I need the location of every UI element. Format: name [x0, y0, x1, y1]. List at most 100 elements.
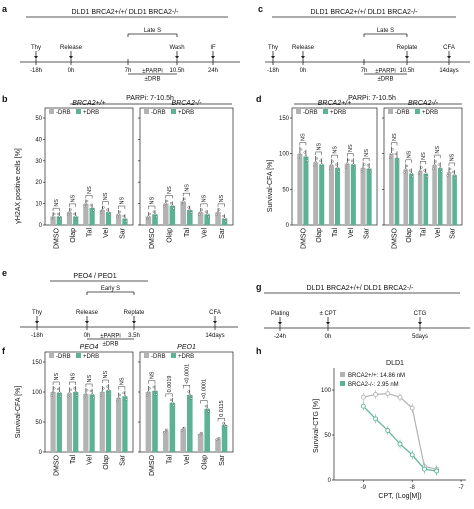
category-label: Tal — [332, 228, 339, 237]
timeline-event-label: Release — [292, 45, 315, 51]
replicate-dot — [319, 159, 322, 162]
chart-h-title: DLD1 — [386, 360, 404, 367]
replicate-dot — [188, 393, 191, 397]
timeline-event-label: Release — [76, 310, 99, 316]
category-label: Tal — [184, 228, 191, 237]
significance-label: NS — [54, 373, 60, 381]
category-label: DMSO — [149, 454, 156, 476]
replicate-dot — [206, 213, 209, 216]
timeline-g: DLD1 BRCA2+/+/ DLD1 BRCA2-/- -24h Plating 0… — [264, 285, 470, 340]
replicate-dot — [315, 157, 319, 160]
bar-drb-pos — [169, 402, 176, 452]
category-label: Vel — [103, 228, 110, 238]
replicate-dot — [207, 410, 210, 413]
significance-bracket — [405, 159, 412, 163]
bar-drb-pos — [56, 216, 62, 225]
replicate-dot — [337, 170, 340, 173]
replicate-dot — [303, 151, 306, 154]
replicate-dot — [148, 212, 151, 215]
replicate-dot — [147, 390, 150, 394]
timeline-event-label: ± CPT — [320, 311, 337, 317]
y-tick-label: 50 — [35, 116, 42, 122]
bar-drb-pos — [89, 394, 95, 452]
category-label: Sar — [219, 227, 226, 239]
replicate-dot — [390, 152, 393, 155]
chart-d-brca2-ko: BRCA2-/- -DRB +DRB NS DMSO NS Olap NS Tal NS Vel NS… — [382, 100, 463, 249]
legend-label-drb-pos: +DRB — [83, 354, 99, 360]
replicate-dot — [321, 166, 325, 170]
legend-swatch-drb-pos — [76, 109, 81, 114]
legend-swatch-drb-neg — [144, 109, 149, 114]
replicate-dot — [74, 390, 77, 394]
replicate-dot — [352, 163, 355, 166]
significance-bracket — [347, 153, 354, 157]
replicate-dot — [99, 211, 103, 214]
data-point — [385, 391, 391, 397]
replicate-dot — [75, 394, 79, 397]
replicate-dot — [350, 159, 354, 162]
data-point — [397, 394, 403, 400]
bar-drb-pos — [366, 168, 372, 225]
significance-bracket — [69, 381, 76, 385]
replicate-dot — [187, 390, 190, 393]
replicate-dot — [391, 148, 394, 151]
category-label: Olap — [167, 228, 174, 243]
replicate-dot — [147, 215, 150, 218]
data-point — [434, 468, 440, 474]
replicate-dot — [300, 148, 303, 151]
significance-bracket — [118, 386, 126, 390]
replicate-dot — [101, 390, 104, 394]
replicate-dot — [409, 169, 412, 172]
replicate-dot — [102, 387, 105, 390]
replicate-dot — [59, 395, 62, 398]
replicate-dot — [437, 163, 441, 166]
panel-letter-b: b — [2, 94, 8, 104]
timeline-time-label: 5days — [412, 334, 428, 340]
replicate-dot — [123, 217, 127, 220]
replicate-dot — [218, 436, 221, 440]
replicate-dot — [148, 387, 151, 390]
replicate-dot — [116, 215, 119, 218]
significance-bracket — [448, 162, 455, 166]
replicate-dot — [204, 405, 207, 408]
bar-drb-pos — [437, 167, 443, 225]
significance-label: NS — [150, 197, 156, 205]
significance-label: NS — [103, 371, 109, 379]
replicate-dot — [183, 197, 186, 200]
replicate-dot — [298, 152, 301, 155]
timeline-time-label: 14days — [205, 333, 224, 339]
timeline-time-label: 0h — [68, 68, 75, 74]
legend-label-brca2-ko: BRCA2-/-: 2.95 nM — [348, 382, 399, 388]
replicate-dot — [163, 431, 166, 434]
chart-b-brca2-wt: BRCA2+/+ 0 10 20 30 40 50 -DRB +DRB NS DMSO NS Olap N… — [35, 100, 134, 249]
chart-frame — [291, 107, 378, 226]
replicate-dot — [73, 212, 76, 215]
timeline-arrow-head — [271, 56, 275, 59]
replicate-dot — [395, 156, 399, 160]
significance-bracket — [148, 380, 156, 384]
significance-label: NS — [120, 377, 126, 385]
panel-d-header: PARPi: 7-10.5h — [348, 95, 396, 102]
bar-drb-neg — [50, 392, 56, 452]
significance-bracket — [217, 418, 225, 422]
replicate-dot — [423, 169, 426, 172]
replicate-dot — [58, 215, 61, 218]
replicate-dot — [405, 164, 409, 168]
timeline-time-label: -24h — [274, 334, 286, 340]
significance-bracket — [362, 157, 370, 162]
significance-bracket — [102, 379, 109, 384]
data-point — [397, 441, 403, 447]
bar-drb-pos — [56, 392, 62, 452]
legend-swatch-brca2-ko — [340, 381, 345, 386]
replicate-dot — [439, 166, 442, 170]
timeline-arrow-head — [213, 321, 217, 324]
timeline-arrow-head — [447, 56, 451, 59]
replicate-dot — [92, 209, 95, 212]
legend-swatch-drb-pos — [171, 109, 176, 114]
significance-label: NS — [348, 144, 354, 152]
legend-label-drb-neg: -DRB — [56, 110, 71, 116]
timeline-event-label: Replate — [124, 310, 145, 316]
chart-subtitle: BRCA2+/+ — [72, 100, 105, 107]
replicate-dot — [53, 212, 56, 215]
